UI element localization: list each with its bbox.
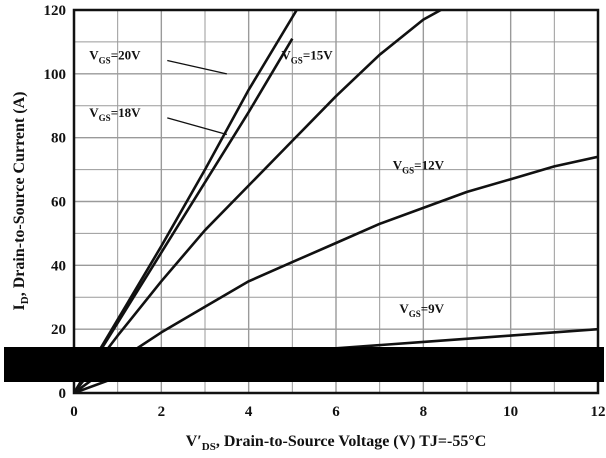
y-tick-label: 40 (51, 258, 66, 274)
y-tick-label: 80 (51, 131, 66, 147)
annotation-arrow (167, 117, 228, 136)
series-label: VGS=18V (89, 105, 141, 123)
y-tick-label: 120 (44, 3, 67, 19)
series-label: VGS=20V (89, 47, 141, 65)
x-tick-label: 4 (245, 404, 253, 420)
annotation-arrow (167, 59, 227, 75)
series-label: VGS=15V (281, 47, 333, 65)
series-line (74, 155, 598, 393)
y-tick-label: 0 (59, 386, 67, 402)
y-tick-label: 20 (51, 322, 66, 338)
x-tick-label: 0 (70, 404, 78, 420)
series-line (74, 10, 442, 393)
series-label: VGS=12V (393, 158, 445, 176)
x-tick-label: 6 (332, 404, 340, 420)
plot-frame (72, 8, 600, 395)
series-label: VGS=9V (399, 301, 444, 319)
x-tick-label: 12 (591, 404, 606, 420)
redaction-bar (4, 347, 604, 382)
curve-annotations: VGS=20V VGS=18V VGS=15V VGS=12V VGS=9V (89, 47, 444, 319)
x-tick-label: 10 (503, 404, 518, 420)
y-axis-title: ID, Drain-to-Source Current (A) (11, 92, 31, 311)
x-tick-label: 2 (158, 404, 166, 420)
series-line (74, 38, 294, 393)
y-tick-label: 60 (51, 195, 66, 211)
x-tick-label: 8 (420, 404, 428, 420)
x-axis-title: V′DS, Drain-to-Source Voltage (V) TJ=-55… (186, 433, 487, 453)
y-tick-label: 100 (44, 67, 67, 83)
